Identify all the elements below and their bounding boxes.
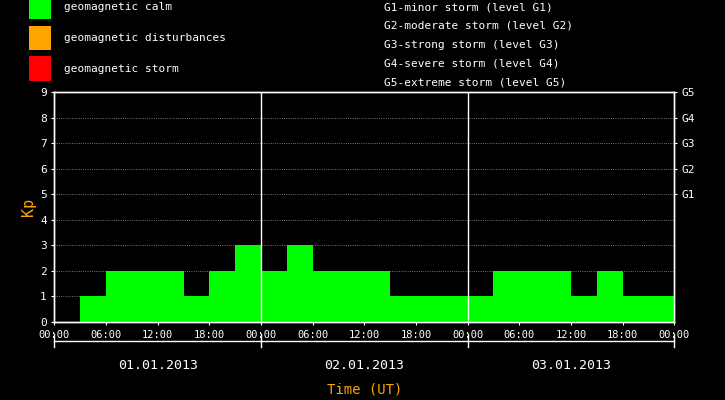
Bar: [157, 271, 183, 322]
Text: geomagnetic disturbances: geomagnetic disturbances: [64, 33, 225, 43]
Bar: [261, 271, 287, 322]
Bar: [468, 296, 494, 322]
Bar: [390, 296, 416, 322]
Bar: [106, 271, 132, 322]
Bar: [364, 271, 390, 322]
Bar: [416, 296, 442, 322]
Bar: [648, 296, 674, 322]
Bar: [623, 296, 648, 322]
Bar: [339, 271, 364, 322]
FancyBboxPatch shape: [29, 0, 51, 19]
Text: 02.01.2013: 02.01.2013: [324, 359, 405, 372]
Bar: [132, 271, 157, 322]
Bar: [235, 245, 261, 322]
Text: G4-severe storm (level G4): G4-severe storm (level G4): [384, 59, 560, 69]
Text: Time (UT): Time (UT): [327, 383, 402, 397]
Bar: [442, 296, 468, 322]
Bar: [571, 296, 597, 322]
Text: 03.01.2013: 03.01.2013: [531, 359, 611, 372]
Bar: [597, 271, 623, 322]
Y-axis label: Kp: Kp: [21, 198, 36, 216]
Text: G3-strong storm (level G3): G3-strong storm (level G3): [384, 40, 560, 50]
Bar: [80, 296, 106, 322]
Bar: [210, 271, 235, 322]
Bar: [287, 245, 312, 322]
Text: geomagnetic calm: geomagnetic calm: [64, 2, 172, 12]
FancyBboxPatch shape: [29, 56, 51, 81]
Text: G5-extreme storm (level G5): G5-extreme storm (level G5): [384, 78, 566, 88]
Bar: [312, 271, 339, 322]
Bar: [494, 271, 519, 322]
Text: G1-minor storm (level G1): G1-minor storm (level G1): [384, 2, 553, 12]
Text: 01.01.2013: 01.01.2013: [117, 359, 198, 372]
Bar: [183, 296, 210, 322]
FancyBboxPatch shape: [29, 26, 51, 50]
Text: G2-moderate storm (level G2): G2-moderate storm (level G2): [384, 21, 573, 31]
Bar: [519, 271, 545, 322]
Bar: [545, 271, 571, 322]
Text: geomagnetic storm: geomagnetic storm: [64, 64, 178, 74]
